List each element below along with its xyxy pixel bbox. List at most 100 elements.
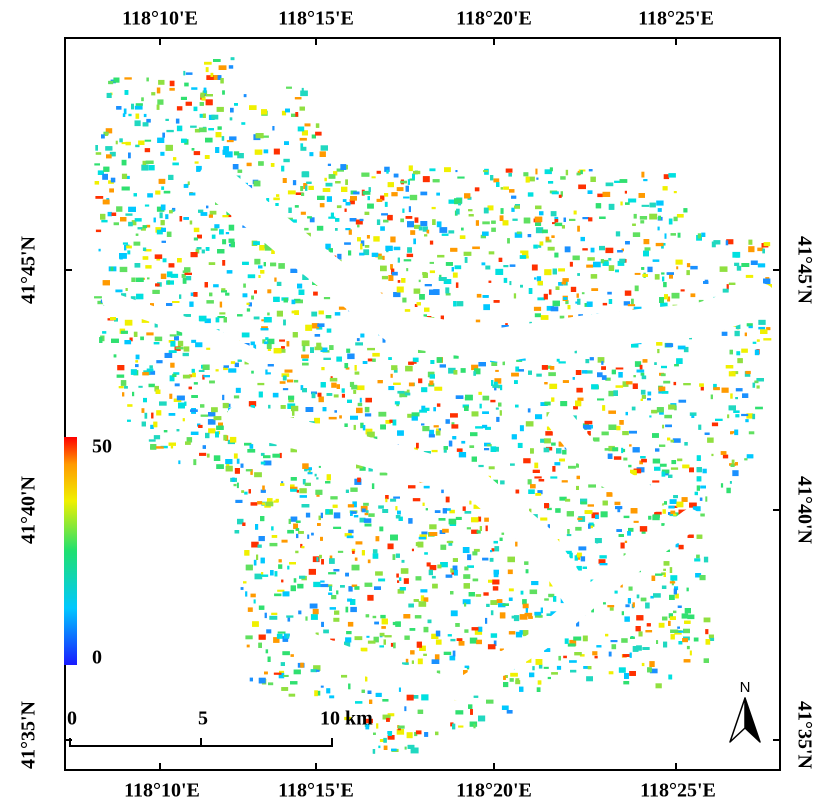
raster-speckle [131, 369, 137, 375]
raster-speckle [276, 194, 279, 197]
raster-speckle [733, 410, 739, 413]
raster-speckle [418, 378, 422, 383]
raster-speckle [122, 160, 127, 166]
raster-speckle [440, 364, 446, 367]
raster-speckle [374, 586, 381, 590]
raster-speckle [115, 290, 122, 293]
raster-speckle [170, 341, 175, 347]
raster-speckle [328, 164, 331, 166]
raster-speckle [623, 681, 629, 684]
raster-speckle [258, 545, 262, 548]
raster-speckle [593, 437, 600, 441]
raster-speckle [703, 281, 708, 284]
raster-speckle [635, 286, 639, 292]
raster-speckle [625, 202, 630, 205]
raster-speckle [582, 370, 588, 374]
raster-speckle [731, 464, 735, 467]
raster-speckle [452, 267, 454, 271]
raster-speckle [544, 438, 551, 443]
raster-speckle [556, 448, 562, 454]
raster-speckle [270, 263, 276, 267]
raster-speckle [226, 466, 233, 472]
raster-speckle [260, 270, 264, 274]
raster-speckle [464, 629, 468, 632]
raster-speckle [96, 152, 102, 155]
raster-speckle [647, 398, 651, 400]
raster-speckle [135, 218, 142, 222]
raster-speckle [576, 388, 582, 393]
raster-speckle [358, 403, 362, 406]
raster-speckle [478, 627, 482, 632]
raster-speckle [649, 661, 654, 667]
raster-speckle [612, 644, 617, 649]
raster-speckle [134, 242, 141, 246]
raster-speckle [490, 400, 495, 402]
left-label: 41°45'N [18, 235, 40, 304]
raster-speckle [608, 425, 616, 431]
raster-speckle [254, 560, 257, 566]
raster-speckle [96, 230, 101, 233]
raster-speckle [758, 263, 765, 267]
raster-speckle [317, 523, 321, 526]
raster-speckle [468, 209, 472, 211]
raster-speckle [434, 425, 439, 427]
raster-speckle [217, 249, 224, 254]
raster-speckle [670, 630, 678, 634]
raster-speckle [729, 405, 736, 410]
raster-speckle [120, 217, 126, 221]
raster-speckle [193, 292, 197, 297]
raster-speckle [647, 623, 651, 626]
raster-speckle [563, 380, 569, 383]
raster-speckle [222, 395, 224, 400]
raster-speckle [395, 401, 400, 404]
raster-speckle [737, 358, 743, 363]
raster-speckle [186, 276, 191, 280]
raster-speckle [668, 405, 675, 410]
raster-speckle [755, 350, 759, 355]
raster-speckle [726, 365, 734, 369]
raster-speckle [225, 459, 232, 464]
raster-speckle [258, 275, 260, 278]
raster-speckle [367, 432, 375, 438]
raster-speckle [183, 353, 189, 356]
raster-speckle [603, 192, 611, 197]
raster-speckle [671, 460, 676, 464]
raster-speckle [238, 170, 243, 173]
raster-speckle [686, 270, 690, 275]
raster-speckle [536, 178, 538, 180]
raster-speckle [455, 170, 457, 172]
raster-speckle [173, 157, 176, 160]
raster-speckle [94, 296, 102, 298]
raster-speckle [625, 604, 629, 607]
raster-speckle [483, 304, 490, 310]
raster-speckle [368, 196, 370, 200]
top-label: 118°10'E [122, 8, 198, 30]
raster-speckle [626, 412, 629, 415]
raster-speckle [95, 145, 98, 151]
raster-speckle [391, 192, 397, 196]
raster-speckle [633, 375, 636, 377]
raster-speckle [591, 288, 598, 291]
raster-speckle [321, 559, 324, 565]
raster-speckle [279, 340, 285, 342]
raster-speckle [491, 610, 494, 615]
raster-speckle [641, 172, 644, 178]
raster-speckle [550, 167, 553, 171]
raster-speckle [161, 274, 167, 279]
raster-speckle [424, 486, 430, 488]
raster-speckle [266, 649, 269, 653]
raster-speckle [753, 383, 756, 388]
raster-speckle [126, 288, 128, 291]
raster-speckle [679, 545, 684, 549]
raster-speckle [368, 560, 371, 564]
raster-speckle [576, 486, 579, 490]
raster-speckle [262, 502, 266, 505]
raster-speckle [695, 492, 698, 495]
raster-speckle [245, 591, 247, 596]
raster-speckle [273, 393, 279, 397]
raster-speckle [176, 347, 184, 349]
raster-speckle [382, 619, 388, 625]
raster-speckle [376, 536, 380, 541]
raster-speckle [471, 517, 478, 522]
raster-speckle [568, 466, 576, 469]
